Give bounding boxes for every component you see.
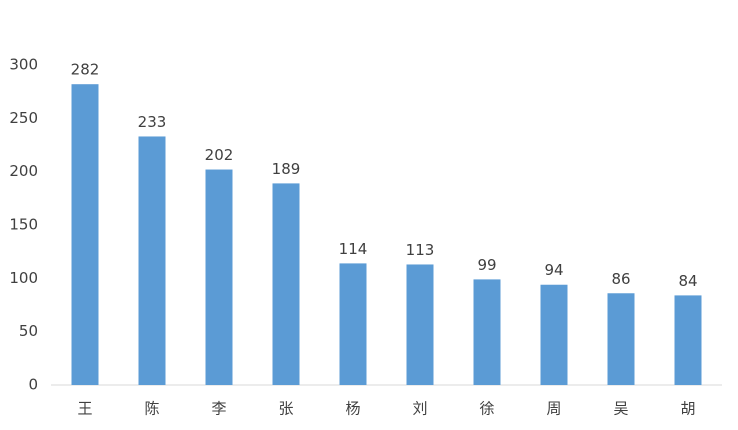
y-tick-label: 100 — [9, 269, 38, 287]
y-tick-label: 0 — [28, 376, 38, 394]
bar — [674, 295, 702, 385]
value-label: 86 — [611, 270, 630, 288]
value-label: 99 — [477, 256, 496, 274]
x-tick-label: 徐 — [479, 400, 494, 418]
value-label: 94 — [544, 261, 563, 279]
value-label: 114 — [339, 240, 368, 258]
x-tick-label: 李 — [211, 400, 226, 418]
bar — [406, 264, 434, 385]
value-label: 233 — [138, 113, 167, 131]
y-tick-label: 200 — [9, 162, 38, 180]
y-tick-label: 150 — [9, 216, 38, 234]
bar — [138, 136, 166, 385]
x-tick-label: 胡 — [680, 400, 695, 418]
x-tick-label: 刘 — [412, 400, 427, 418]
value-label: 282 — [71, 61, 100, 79]
y-tick-label: 300 — [9, 56, 38, 74]
x-tick-label: 张 — [278, 400, 293, 418]
x-tick-label: 吴 — [613, 400, 628, 418]
bar — [473, 279, 501, 385]
y-tick-label: 250 — [9, 109, 38, 127]
value-label: 189 — [272, 160, 301, 178]
value-label: 84 — [678, 272, 697, 290]
bar — [540, 284, 568, 385]
bar — [71, 84, 99, 385]
bar — [339, 263, 367, 385]
bar — [205, 169, 233, 385]
x-tick-label: 王 — [77, 400, 92, 418]
x-tick-label: 杨 — [345, 400, 360, 418]
x-tick-label: 陈 — [144, 400, 159, 418]
value-label: 202 — [205, 146, 234, 164]
x-tick-label: 周 — [546, 400, 561, 418]
y-tick-label: 50 — [19, 322, 38, 340]
value-label: 113 — [406, 241, 435, 259]
bar — [272, 183, 300, 385]
bar — [607, 293, 635, 385]
